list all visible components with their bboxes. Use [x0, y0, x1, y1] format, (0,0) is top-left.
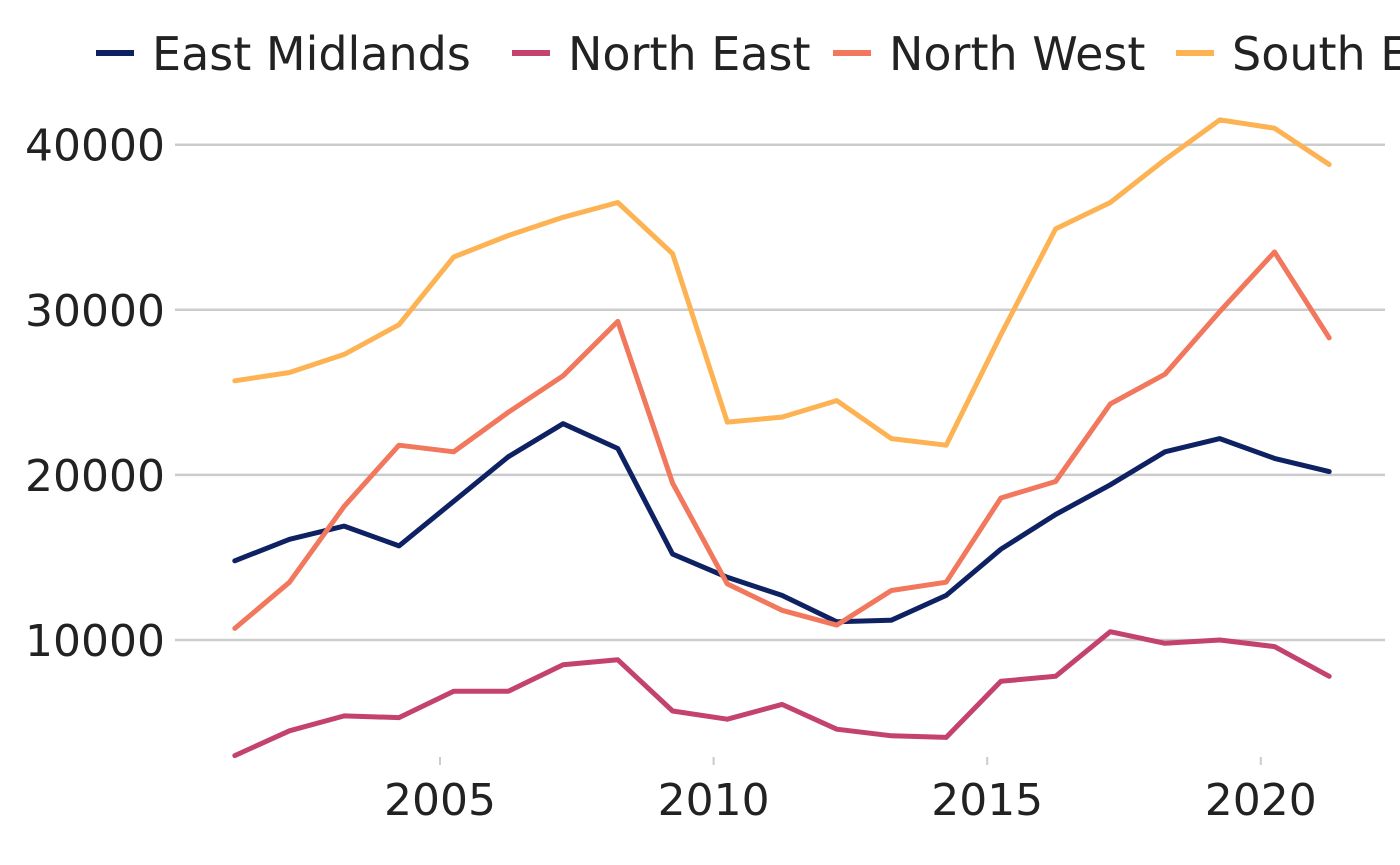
y-tick-label: 10000	[25, 616, 165, 667]
x-tick-label: 2020	[1205, 775, 1317, 826]
legend-item-east-midlands: East Midlands	[96, 27, 471, 81]
legend-item-north-east: North East	[512, 27, 811, 81]
series-lines	[232, 117, 1332, 759]
legend-label: East Midlands	[152, 27, 471, 81]
x-tick-label: 2015	[931, 775, 1043, 826]
grid-lines	[175, 143, 1385, 642]
legend-item-north-west: North West	[833, 27, 1145, 81]
legend: East Midlands North East North West South E…	[96, 27, 1400, 81]
legend-label: South East	[1232, 27, 1400, 81]
series-line-north-east	[232, 629, 1332, 759]
legend-item-south-east: South East	[1176, 27, 1400, 81]
x-tick-label: 2005	[384, 775, 496, 826]
y-tick-label: 20000	[25, 451, 165, 502]
legend-label: North West	[889, 27, 1145, 81]
y-axis-ticks: 10000 20000 30000 40000	[25, 121, 165, 667]
series-line-east-midlands	[232, 421, 1332, 625]
x-tick-label: 2010	[658, 775, 770, 826]
y-tick-label: 40000	[25, 121, 165, 172]
series-line-north-west	[232, 249, 1332, 631]
y-tick-label: 30000	[25, 286, 165, 337]
legend-label: North East	[568, 27, 811, 81]
series-line-south-east	[232, 117, 1332, 448]
x-axis-ticks: 2005 2010 2015 2020	[384, 757, 1317, 826]
